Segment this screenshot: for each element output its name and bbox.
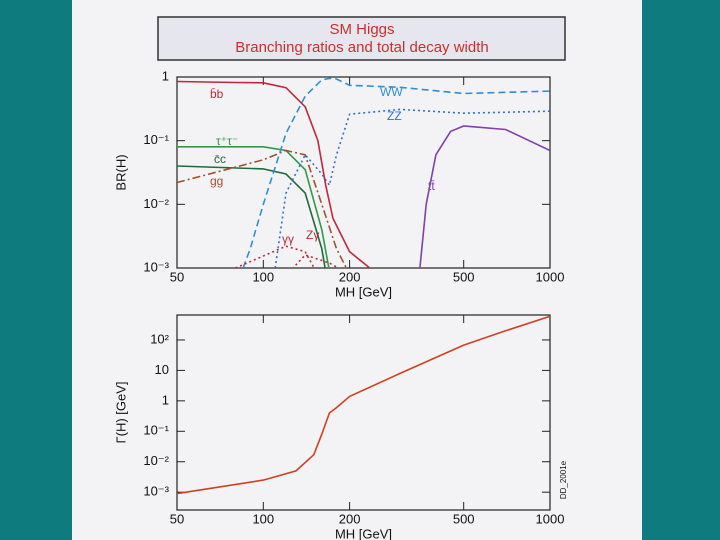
annotation: DD_2001e	[559, 460, 568, 499]
x-tick-label: 1000	[536, 269, 565, 284]
series-label: gg	[210, 174, 223, 188]
y-tick-label: 10⁻¹	[143, 423, 169, 438]
series-label: WW	[380, 85, 403, 99]
data-line	[419, 125, 550, 268]
series-label: c̄c	[214, 152, 226, 166]
slide-panel	[72, 0, 642, 540]
data-line	[177, 149, 348, 268]
y-tick-label: 10²	[150, 331, 169, 346]
y-tick-label: 10⁻²	[143, 196, 169, 211]
x-axis-label: MH [GeV]	[335, 526, 392, 540]
y-axis-label: Γ(H) [GeV]	[113, 381, 128, 443]
y-tick-label: 10⁻²	[143, 453, 169, 468]
data-line	[177, 315, 550, 495]
x-tick-label: 200	[339, 511, 361, 526]
x-tick-label: 500	[453, 511, 475, 526]
series-label: γγ	[282, 232, 294, 246]
series-label: tt̄	[428, 179, 435, 193]
y-axis-label: BR(H)	[113, 154, 128, 190]
title-box	[157, 16, 566, 61]
x-axis-label: MH [GeV]	[335, 284, 392, 299]
y-tick-label: 10⁻³	[143, 484, 169, 499]
data-line	[177, 146, 330, 268]
title: SM Higgs	[329, 21, 394, 38]
y-tick-label: 10	[155, 362, 169, 377]
subtitle: Branching ratios and total decay width	[235, 39, 488, 56]
x-tick-label: 200	[339, 269, 361, 284]
series-label: τ⁺τ⁻	[216, 134, 238, 148]
series-label: b̄b	[210, 87, 224, 101]
x-tick-label: 1000	[536, 511, 565, 526]
y-tick-label: 1	[162, 68, 169, 83]
x-tick-label: 100	[252, 269, 274, 284]
data-line	[291, 254, 341, 268]
x-tick-label: 100	[252, 511, 274, 526]
x-tick-label: 500	[453, 269, 475, 284]
plot-frame	[176, 314, 551, 511]
y-tick-label: 10⁻³	[143, 259, 169, 274]
series-label: ZZ	[387, 109, 402, 123]
data-line	[235, 245, 316, 268]
y-tick-label: 10⁻¹	[143, 132, 169, 147]
data-line	[177, 80, 372, 268]
plot-frame	[176, 76, 551, 269]
series-label: Zγ	[306, 228, 319, 242]
x-tick-label: 50	[170, 269, 184, 284]
x-tick-label: 50	[170, 511, 184, 526]
data-line	[242, 77, 550, 268]
y-tick-label: 1	[162, 392, 169, 407]
data-line	[177, 165, 326, 268]
